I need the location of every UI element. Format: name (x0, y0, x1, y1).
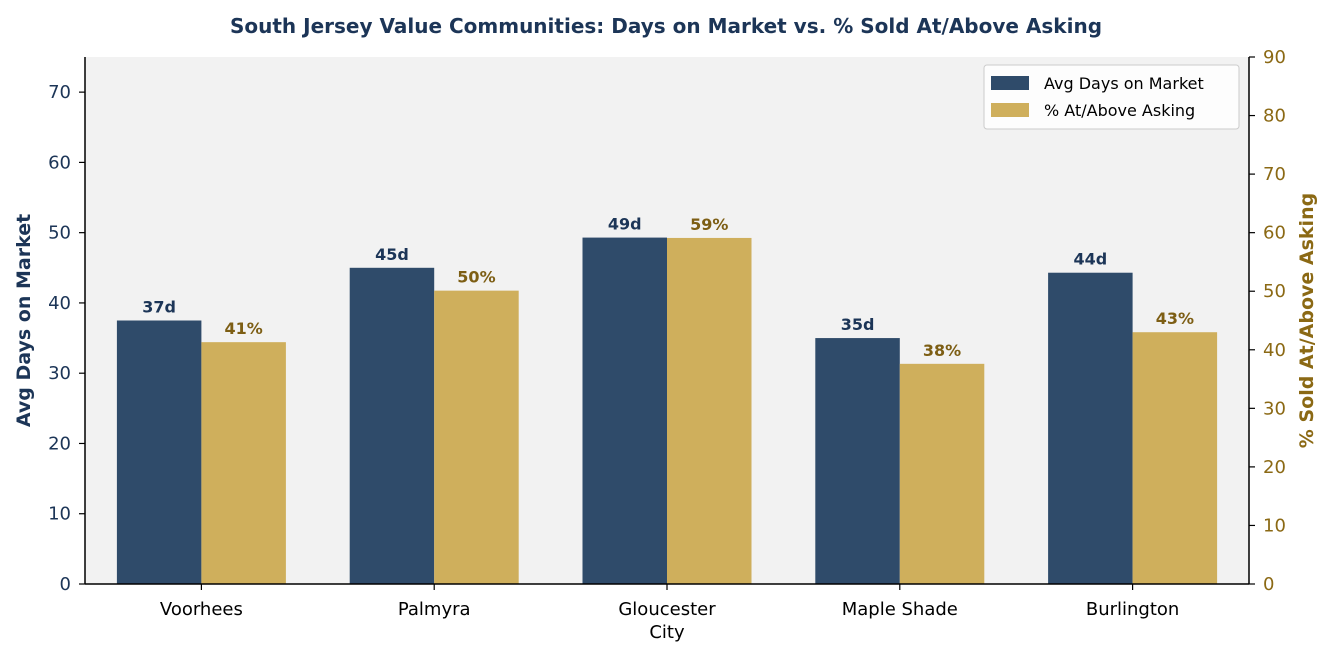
bar-value-label: 41% (225, 319, 263, 338)
y-tick-label-left: 0 (60, 574, 71, 595)
y-tick-label-right: 0 (1263, 574, 1274, 595)
x-tick-label: Palmyra (398, 599, 471, 620)
bars-group (116, 237, 1218, 585)
legend-box (983, 64, 1240, 130)
y-tick-label-left: 40 (48, 293, 71, 314)
bar-value-label: 45d (375, 245, 409, 264)
x-tick-label: Burlington (1086, 599, 1179, 620)
bar (815, 338, 900, 584)
legend: Avg Days on Market % At/Above Asking (983, 64, 1240, 130)
chart-title: South Jersey Value Communities: Days on … (230, 14, 1102, 38)
bar (434, 290, 519, 584)
bar (1048, 272, 1133, 584)
bar-value-label: 35d (841, 315, 875, 334)
x-tick-label: Gloucester (618, 599, 716, 620)
bar-value-label: 38% (923, 341, 961, 360)
y-tick-label-right: 30 (1263, 398, 1286, 419)
y-axis-right-label: % Sold At/Above Asking (1296, 193, 1318, 448)
bar (349, 267, 435, 584)
legend-entry-label: % At/Above Asking (1044, 101, 1195, 120)
x-tick-label: Maple Shade (842, 599, 958, 620)
y-tick-label-right: 20 (1263, 457, 1286, 478)
bar-value-label: 50% (457, 268, 495, 287)
bar-value-label: 44d (1073, 250, 1107, 269)
y-tick-label-right: 80 (1263, 106, 1286, 127)
legend-swatch (991, 103, 1029, 117)
bar (899, 363, 985, 584)
bar-value-label: 49d (608, 215, 642, 234)
y-tick-label-right: 10 (1263, 515, 1286, 536)
y-tick-label-right: 40 (1263, 340, 1286, 361)
bar-value-label: 37d (142, 298, 176, 317)
legend-entry-label: Avg Days on Market (1044, 74, 1204, 93)
y-tick-label-right: 70 (1263, 164, 1286, 185)
x-tick-label: City (649, 622, 685, 643)
bar (116, 320, 202, 584)
y-tick-label-right: 50 (1263, 281, 1286, 302)
legend-swatch (991, 76, 1029, 90)
bar (1132, 332, 1218, 584)
y-tick-label-right: 60 (1263, 223, 1286, 244)
bar (667, 237, 752, 585)
left-ticks-group: 0 10 20 30 40 50 60 70 (48, 82, 85, 595)
y-tick-label-right: 90 (1263, 47, 1286, 68)
y-tick-label-left: 60 (48, 152, 71, 173)
y-tick-label-left: 10 (48, 504, 71, 525)
right-ticks-group: 0 10 20 30 40 50 60 70 80 90 (1249, 47, 1286, 595)
bar (201, 342, 286, 584)
bar-value-label: 59% (690, 215, 728, 234)
y-axis-left-label: Avg Days on Market (13, 214, 35, 427)
x-tick-label: Voorhees (160, 599, 243, 620)
bar-labels-group: 37d 45d 49d 35d 44d 41% 50% 59% 38% 43% (142, 215, 1194, 360)
y-tick-label-left: 70 (48, 82, 71, 103)
bar-value-label: 43% (1156, 309, 1194, 328)
y-tick-label-left: 50 (48, 223, 71, 244)
y-tick-label-left: 20 (48, 433, 71, 454)
bar (582, 237, 667, 584)
y-tick-label-left: 30 (48, 363, 71, 384)
